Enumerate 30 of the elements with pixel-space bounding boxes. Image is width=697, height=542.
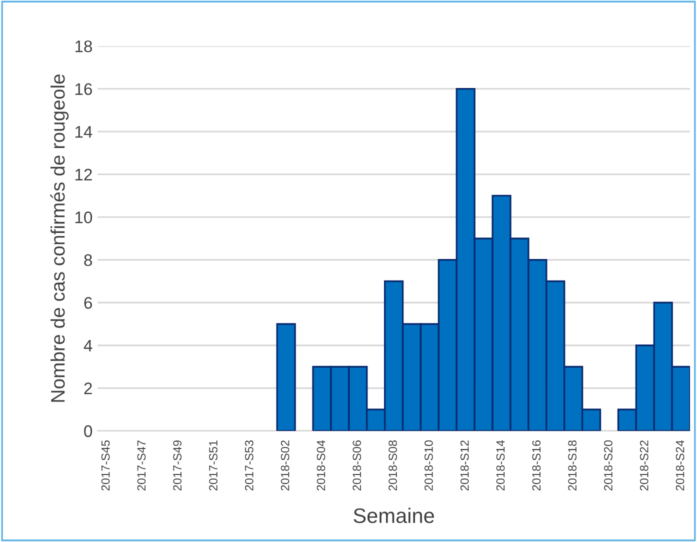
x-axis-title: Semaine <box>354 508 434 524</box>
y-tick-label: 10 <box>75 212 92 224</box>
y-tick-label: 6 <box>84 297 92 309</box>
y-axis-title: Nombre de cas confirmés de rougeole <box>50 74 69 402</box>
x-tick-label: 2018-S20 <box>604 440 612 491</box>
x-tick-label: 2017-S45 <box>101 440 110 491</box>
x-tick-label: 2017-S47 <box>137 440 146 491</box>
y-tick-label: 8 <box>84 254 92 266</box>
bar <box>276 323 296 431</box>
x-tick-label: 2018-S24 <box>676 440 684 491</box>
y-tick-label: 16 <box>75 83 92 96</box>
x-tick-label: 2018-S04 <box>316 440 326 491</box>
x-tick-label: 2018-S06 <box>352 440 362 491</box>
x-tick-label: 2017-S53 <box>244 440 254 491</box>
y-tick-label: 4 <box>84 340 92 352</box>
x-tick-label: 2018-S18 <box>568 440 577 491</box>
y-tick-label: 12 <box>75 168 92 180</box>
x-tick-label: 2017-S51 <box>209 440 218 491</box>
x-tick-label: 2018-S12 <box>460 440 469 491</box>
x-tick-label: 2018-S16 <box>532 440 541 491</box>
y-tick-label: 14 <box>75 126 92 138</box>
x-tick-label: 2018-S14 <box>496 440 505 491</box>
y-tick-label: 0 <box>84 425 92 438</box>
y-tick-label: 18 <box>75 40 92 52</box>
y-tick-label: 2 <box>84 382 92 394</box>
x-tick-label: 2018-S08 <box>388 440 397 491</box>
x-tick-label: 2017-S49 <box>173 440 182 491</box>
x-tick-label: 2018-S10 <box>424 440 433 491</box>
x-tick-label: 2018-S02 <box>280 440 290 491</box>
x-tick-label: 2018-S22 <box>640 440 648 491</box>
